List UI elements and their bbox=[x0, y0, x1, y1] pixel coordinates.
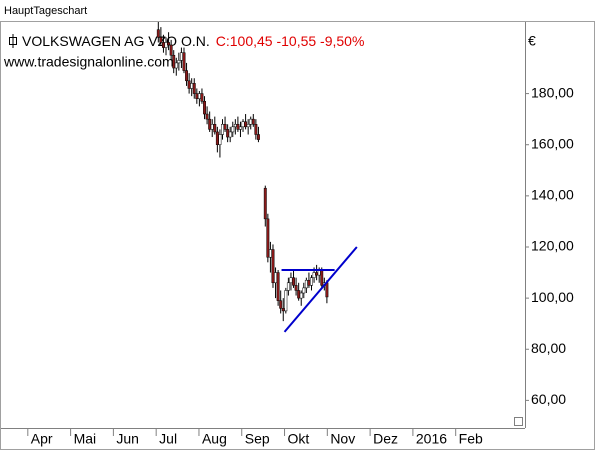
candle-body bbox=[228, 131, 232, 138]
candle-body bbox=[218, 134, 222, 145]
candle-body bbox=[244, 121, 248, 128]
trendline bbox=[283, 246, 358, 333]
y-tick-label: 160,00 bbox=[531, 135, 574, 151]
candle-body bbox=[231, 126, 235, 133]
candle-body bbox=[302, 287, 306, 294]
candle-body bbox=[320, 269, 324, 286]
candle-body bbox=[307, 279, 311, 286]
candle-body bbox=[266, 218, 270, 258]
candle-body bbox=[274, 272, 278, 284]
candle-body bbox=[195, 93, 199, 99]
candle-body bbox=[315, 272, 319, 276]
x-tick-label: Okt bbox=[288, 431, 310, 447]
candle-body bbox=[203, 101, 206, 115]
candle-body bbox=[325, 282, 329, 298]
candle-body bbox=[312, 272, 316, 278]
candle-body bbox=[281, 308, 285, 312]
candle-body bbox=[185, 70, 189, 82]
candle-body bbox=[294, 285, 298, 291]
chart-header: VOLKSWAGEN AG VZO O.N. C:100,45 -10,55 -9… bbox=[22, 33, 364, 49]
x-tick-label: Nov bbox=[330, 431, 355, 447]
y-tick-label: 120,00 bbox=[531, 238, 574, 254]
candle-body bbox=[304, 279, 308, 289]
candle-body bbox=[284, 290, 288, 312]
y-tick-label: 60,00 bbox=[531, 391, 566, 407]
resize-handle[interactable] bbox=[514, 417, 523, 426]
candle-body bbox=[268, 249, 272, 258]
quote: C:100,45 -10,55 -9,50% bbox=[216, 33, 365, 49]
candle-body bbox=[172, 54, 176, 69]
candle-body bbox=[221, 124, 224, 135]
y-tick-label: 140,00 bbox=[531, 187, 574, 203]
candle-body bbox=[159, 37, 163, 43]
x-tick-label: Jun bbox=[116, 431, 139, 447]
candle-body bbox=[177, 60, 181, 64]
candle-body bbox=[197, 93, 201, 99]
candle-body bbox=[299, 292, 303, 299]
candle-body bbox=[187, 80, 191, 89]
candle-body bbox=[251, 118, 255, 125]
y-tick-label: 180,00 bbox=[531, 84, 574, 100]
x-tick-label: Mai bbox=[74, 431, 97, 447]
candle-body bbox=[167, 42, 171, 46]
candle-body bbox=[161, 42, 165, 48]
candle-body bbox=[271, 249, 275, 284]
x-tick-label: Apr bbox=[31, 431, 53, 447]
candle-body bbox=[192, 83, 196, 94]
candle-body bbox=[215, 131, 219, 145]
candle-body bbox=[249, 118, 253, 125]
candle-body bbox=[279, 300, 283, 309]
x-tick-label: Aug bbox=[202, 431, 227, 447]
candle-body bbox=[256, 134, 260, 140]
candle-body bbox=[289, 277, 293, 284]
candle-body bbox=[208, 118, 212, 130]
candle-body bbox=[246, 124, 250, 128]
candle-body bbox=[190, 83, 194, 89]
x-tick-label: Jul bbox=[159, 431, 177, 447]
candle-body bbox=[169, 44, 173, 56]
candle-body bbox=[286, 282, 290, 291]
candle-body bbox=[223, 124, 227, 130]
x-tick-label: Sep bbox=[245, 431, 270, 447]
x-tick-label: 2016 bbox=[416, 431, 447, 447]
chart-title: VOLKSWAGEN AG VZO O.N. bbox=[22, 33, 210, 49]
currency: € bbox=[528, 33, 536, 49]
candle-body bbox=[297, 290, 301, 299]
candle-body bbox=[156, 29, 160, 38]
candle-body bbox=[200, 93, 204, 102]
candle-body bbox=[263, 187, 267, 220]
x-tick-label: Feb bbox=[459, 431, 483, 447]
candle-body bbox=[233, 124, 237, 128]
candle-body bbox=[179, 52, 183, 61]
window-title: HauptTageschart bbox=[4, 5, 87, 17]
candle-body bbox=[213, 124, 217, 133]
candle-body bbox=[205, 113, 209, 120]
candle-body bbox=[254, 124, 258, 135]
y-tick-label: 80,00 bbox=[531, 340, 566, 356]
candle-body bbox=[164, 42, 168, 48]
candle-body bbox=[236, 124, 240, 130]
x-tick-label: Dez bbox=[373, 431, 398, 447]
candle-body bbox=[239, 126, 242, 130]
candle-body bbox=[241, 121, 245, 128]
source: www.tradesignalonline.com bbox=[3, 54, 174, 70]
y-tick-label: 100,00 bbox=[531, 289, 574, 305]
candle-body bbox=[276, 272, 280, 301]
candle-body bbox=[226, 129, 230, 138]
candle-body bbox=[174, 62, 178, 69]
candle-body bbox=[292, 277, 295, 286]
candle-body bbox=[310, 277, 313, 286]
candle-body bbox=[182, 52, 186, 71]
candle-body bbox=[210, 124, 214, 130]
